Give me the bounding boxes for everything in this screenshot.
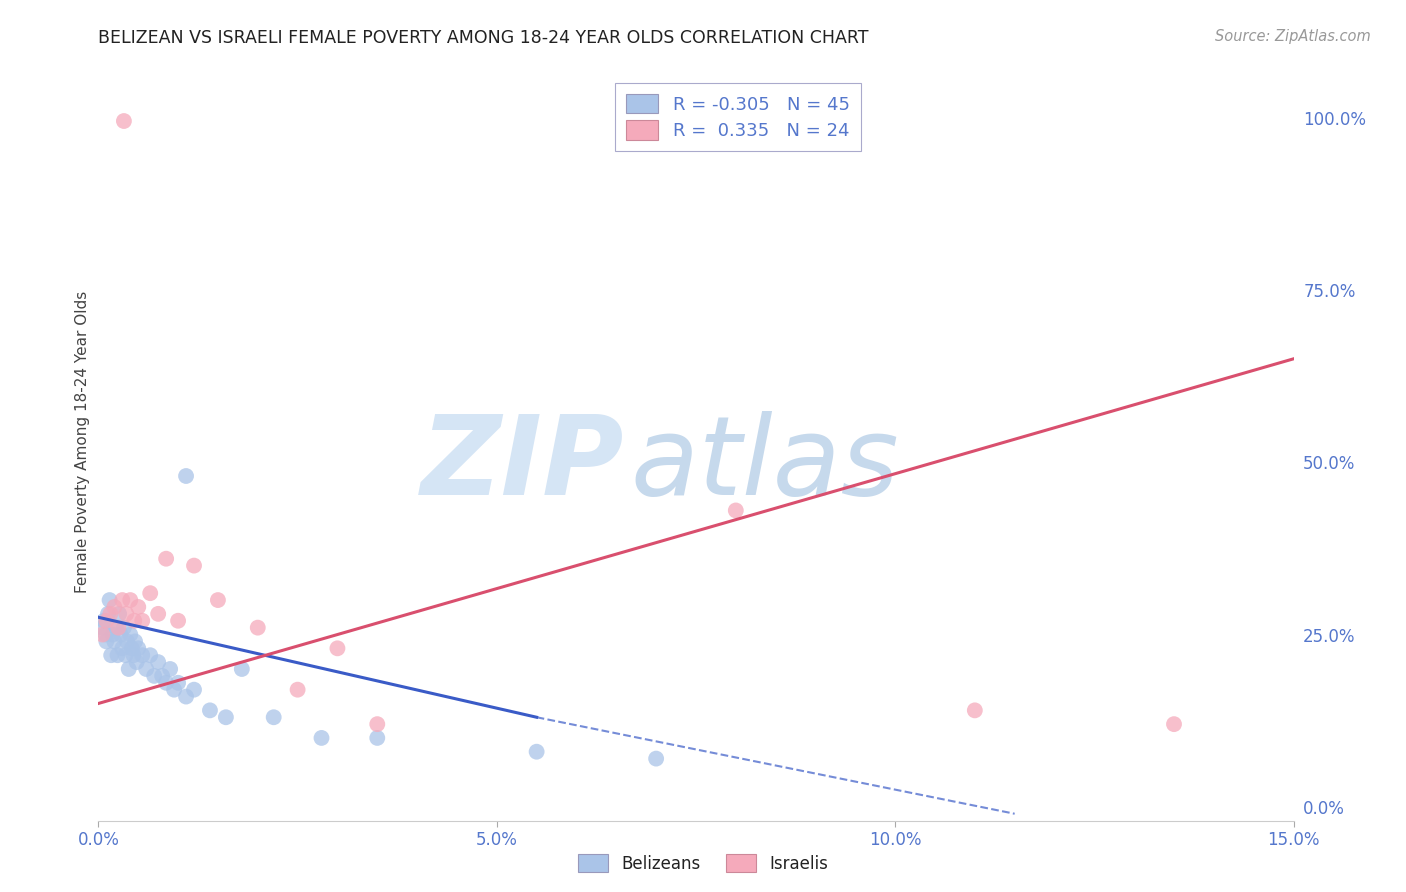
Point (124, 614, 146, 628)
Point (139, 648, 162, 663)
Point (98, 593, 121, 607)
Point (96, 614, 118, 628)
Point (115, 634, 138, 648)
Point (104, 621, 127, 635)
Point (231, 662, 253, 676)
Point (98, 607, 122, 621)
Point (101, 627, 124, 641)
Point (645, 751, 668, 765)
Point (110, 627, 132, 641)
Point (263, 710, 285, 724)
Point (131, 648, 153, 663)
Point (118, 662, 141, 676)
Point (125, 655, 148, 669)
Point (526, 745, 548, 759)
Text: Source: ZipAtlas.com: Source: ZipAtlas.com (1215, 29, 1371, 44)
Point (124, 634, 146, 648)
Point (111, 641, 134, 656)
Point (167, 675, 190, 690)
Point (135, 662, 157, 676)
Point (108, 607, 131, 621)
Point (120, 627, 142, 641)
Text: BELIZEAN VS ISRAELI FEMALE POVERTY AMONG 18-24 YEAR OLDS CORRELATION CHART: BELIZEAN VS ISRAELI FEMALE POVERTY AMONG… (98, 29, 869, 47)
Point (155, 675, 177, 690)
Point (174, 469, 197, 483)
Point (94, 627, 117, 641)
Point (155, 551, 177, 566)
Point (366, 717, 388, 731)
Point (115, 607, 138, 621)
Point (143, 669, 166, 683)
Point (107, 648, 129, 663)
Point (114, 648, 136, 663)
Point (963, 703, 986, 717)
Point (93, 614, 115, 628)
Point (122, 648, 145, 663)
Point (198, 703, 221, 717)
Point (103, 634, 125, 648)
Point (215, 710, 238, 724)
Point (246, 621, 269, 635)
Point (112, 114, 135, 128)
Text: ZIP: ZIP (420, 411, 624, 517)
Y-axis label: Female Poverty Among 18-24 Year Olds: Female Poverty Among 18-24 Year Olds (75, 291, 90, 592)
Point (183, 682, 205, 697)
Point (112, 621, 135, 635)
Legend: R = -0.305   N = 45, R =  0.335   N = 24: R = -0.305 N = 45, R = 0.335 N = 24 (614, 83, 860, 151)
Point (120, 593, 142, 607)
Point (207, 593, 229, 607)
Point (127, 641, 149, 656)
Legend: Belizeans, Israelis: Belizeans, Israelis (571, 847, 835, 880)
Point (724, 503, 747, 517)
Point (174, 690, 197, 704)
Point (107, 621, 129, 635)
Text: atlas: atlas (630, 411, 898, 517)
Point (148, 607, 170, 621)
Point (139, 586, 162, 600)
Point (148, 655, 170, 669)
Point (150, 669, 173, 683)
Point (97, 607, 120, 621)
Point (96, 634, 118, 648)
Point (326, 641, 349, 656)
Point (163, 682, 186, 697)
Point (127, 599, 149, 614)
Point (121, 641, 143, 656)
Point (91, 627, 114, 641)
Point (103, 599, 125, 614)
Point (311, 731, 333, 745)
Point (1163, 717, 1185, 731)
Point (167, 614, 190, 628)
Point (159, 662, 181, 676)
Point (91, 621, 114, 635)
Point (131, 614, 153, 628)
Point (287, 682, 309, 697)
Point (183, 558, 205, 573)
Point (100, 648, 122, 663)
Point (366, 731, 388, 745)
Point (111, 593, 134, 607)
